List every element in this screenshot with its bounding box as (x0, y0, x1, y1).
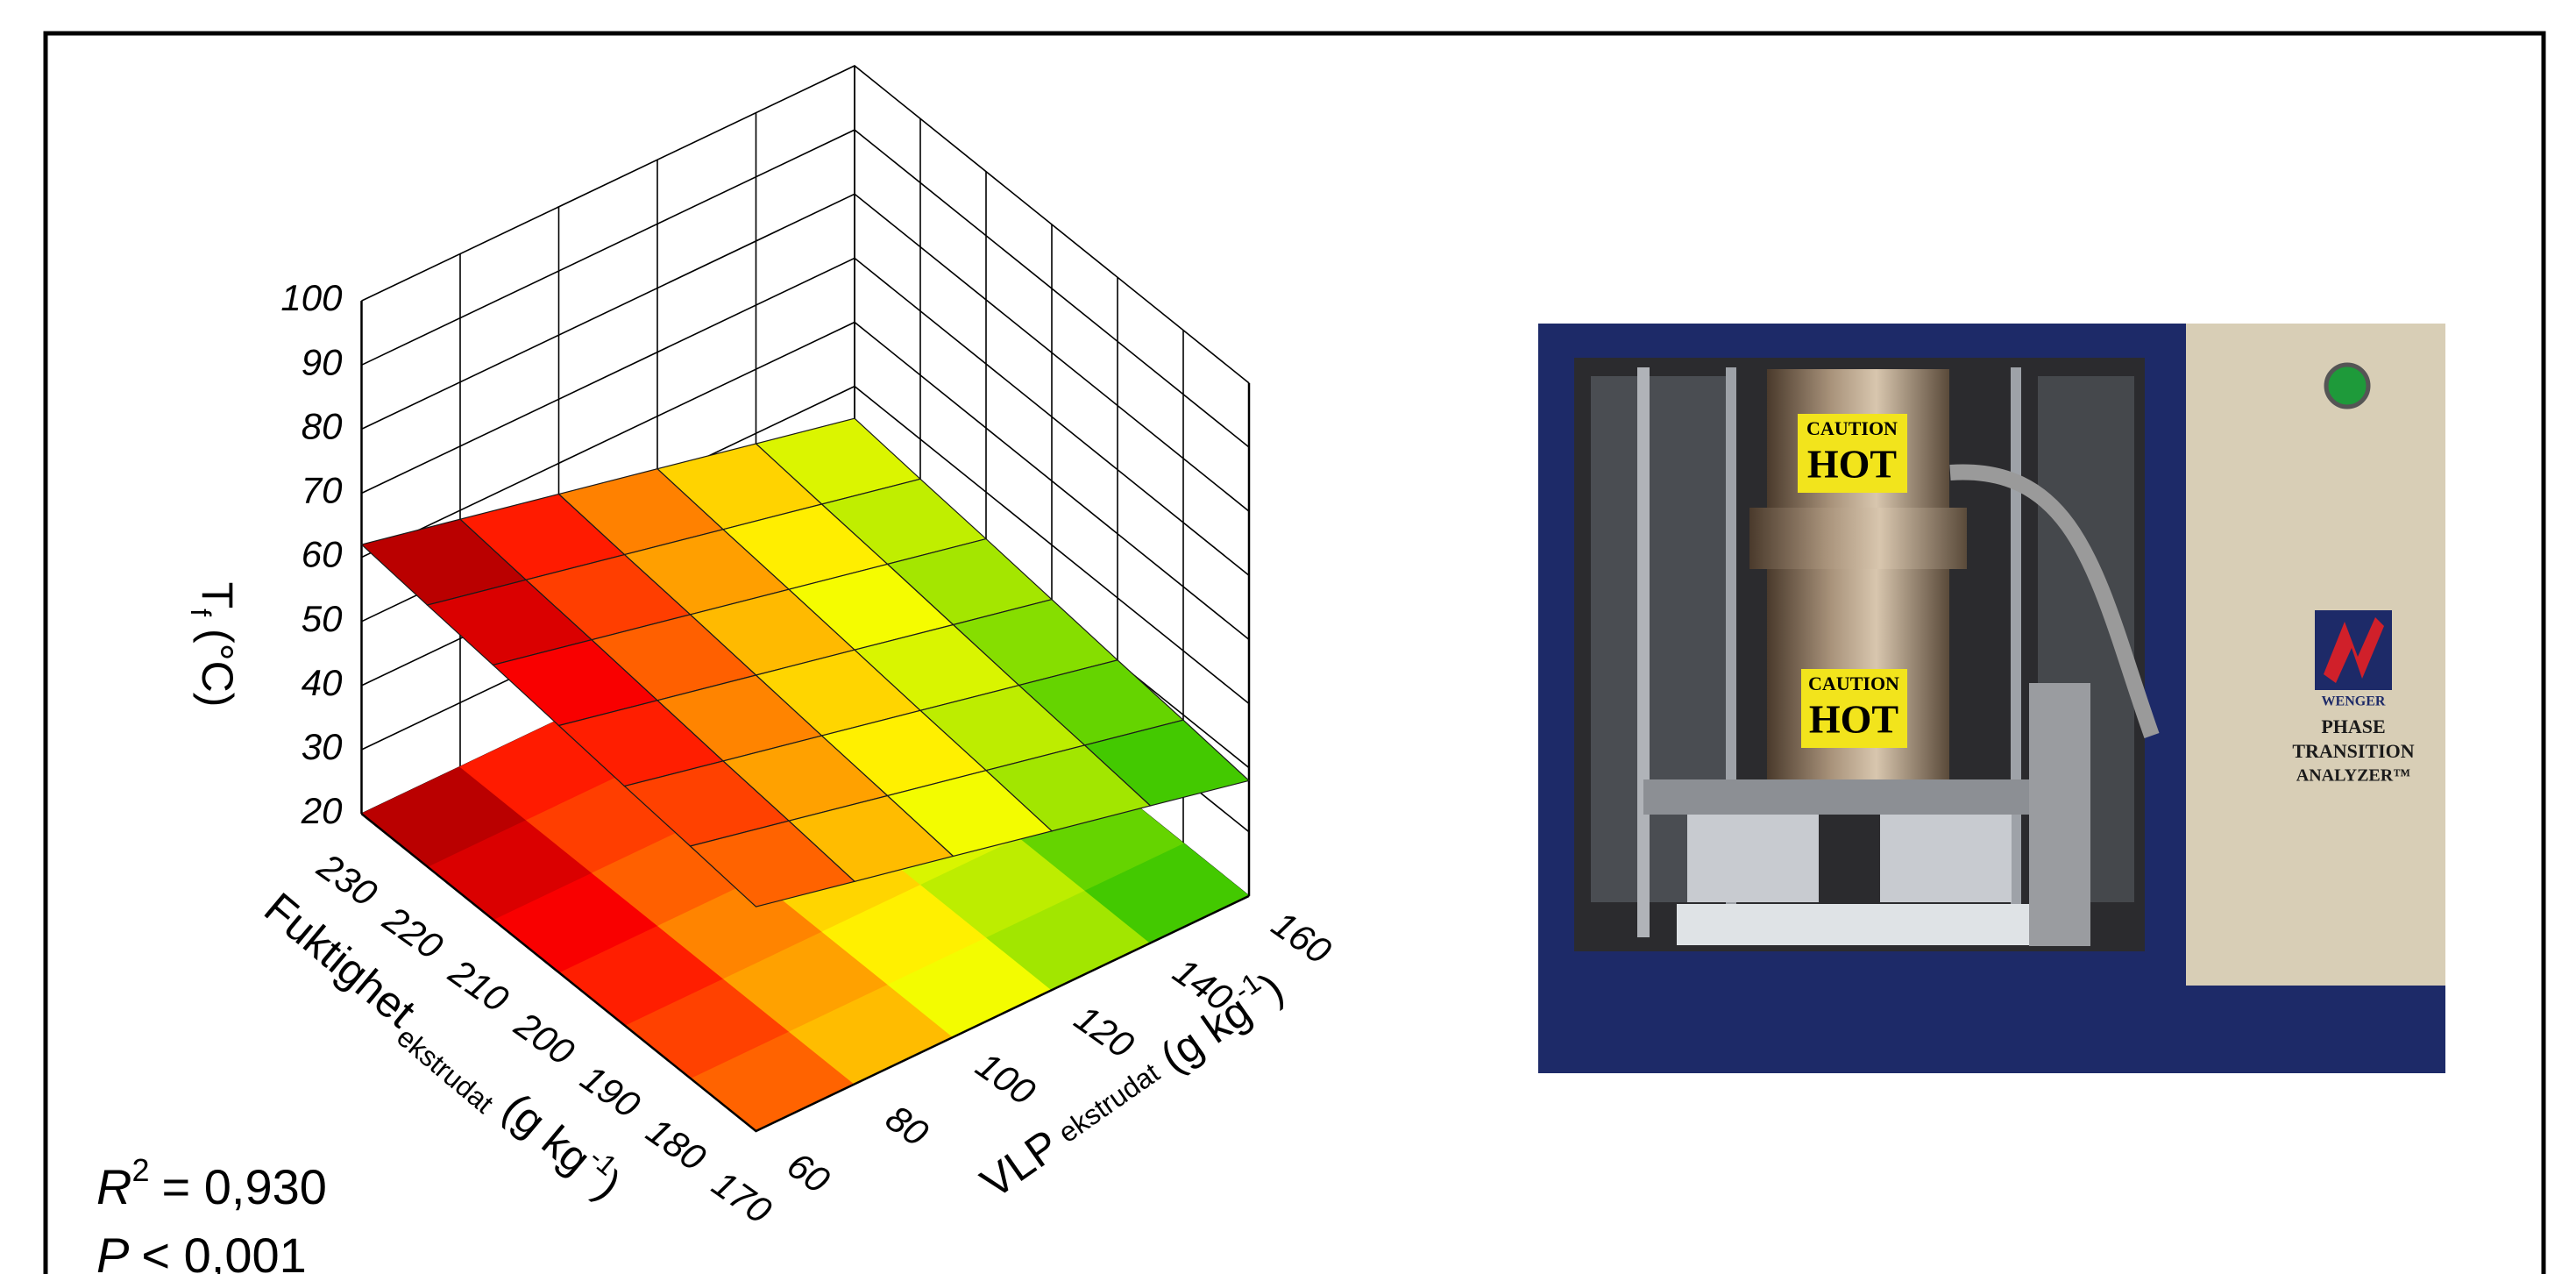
annotation: R2 = 0,930 (96, 1152, 327, 1214)
x-tick-label: 170 (705, 1163, 779, 1232)
x-tick-label: 190 (573, 1057, 648, 1126)
y-tick-label: 60 (780, 1144, 838, 1202)
x-tick-label: 210 (441, 950, 516, 1021)
annotation-part: R (96, 1159, 131, 1214)
y-tick-label: 80 (878, 1097, 936, 1155)
brand-text: PHASE (2321, 715, 2385, 737)
brand-text: TRANSITION (2292, 740, 2414, 762)
z-tick-label: 60 (302, 534, 343, 575)
grid-line (362, 66, 1250, 383)
piston (1687, 815, 1819, 902)
brand-text: ANALYZER™ (2296, 766, 2410, 786)
photo: CAUTION HOT CAUTION HOT WENGER PHASE TRA… (1538, 324, 2445, 1073)
sign-text: CAUTION (1808, 673, 1899, 694)
piston (1880, 815, 2012, 902)
sign-text: HOT (1807, 442, 1897, 487)
y-tick-label: 100 (969, 1044, 1043, 1114)
z-tick-label: 80 (302, 405, 343, 446)
platform (1677, 904, 2030, 945)
bracket (2029, 683, 2090, 946)
brand-text: WENGER (2322, 694, 2386, 709)
sign-text: HOT (1809, 697, 1898, 742)
z-tick-label: 40 (302, 662, 343, 703)
x-tick-label: 180 (639, 1110, 713, 1179)
y-axis-title-part: VLP (972, 1121, 1068, 1208)
y-tick-label: 160 (1265, 903, 1339, 972)
annotation-part: = 0,930 (161, 1159, 326, 1214)
page: 20 30 40 50 60 70 80 90 100 170180190200210220230… (0, 0, 2576, 1274)
z-tick-label: 20 (301, 790, 343, 831)
grid-line (362, 130, 1250, 447)
z-tick-label: 100 (280, 277, 343, 318)
sign-text: CAUTION (1806, 417, 1898, 439)
z-tick-label: 70 (302, 470, 343, 511)
z-axis-title-part: T (193, 582, 242, 609)
z-tick-label: 50 (302, 598, 343, 639)
z-axis-title: Tf (°C) (184, 582, 241, 708)
annotation-part: 2 (131, 1152, 149, 1188)
z-axis-title-part: (°C) (193, 629, 242, 707)
y-tick-label: 120 (1068, 997, 1142, 1066)
x-tick-label: 230 (309, 844, 385, 915)
annotation-part: P (96, 1228, 129, 1274)
plate (1643, 779, 2082, 815)
clamp (1749, 508, 1967, 569)
z-axis-title-part: f (184, 609, 216, 616)
x-axis-title-part: ekstrudat (391, 1021, 500, 1120)
x-tick-label: 220 (375, 898, 451, 968)
z-tick-label: 90 (302, 341, 343, 382)
figure: 20 30 40 50 60 70 80 90 100 170180190200210220230… (0, 0, 2576, 1274)
surface-plot: 20 30 40 50 60 70 80 90 100 170180190200210220230… (96, 66, 1339, 1274)
z-tick-label: 30 (302, 726, 343, 767)
annotation: P < 0,001 (96, 1228, 307, 1274)
x-tick-label: 200 (507, 1003, 582, 1073)
y-axis-title-part: ekstrudat (1053, 1057, 1166, 1149)
annotation-part: < 0,001 (141, 1228, 306, 1274)
power-button (2326, 365, 2368, 407)
x-axis-title-part: (g kg (493, 1084, 600, 1184)
